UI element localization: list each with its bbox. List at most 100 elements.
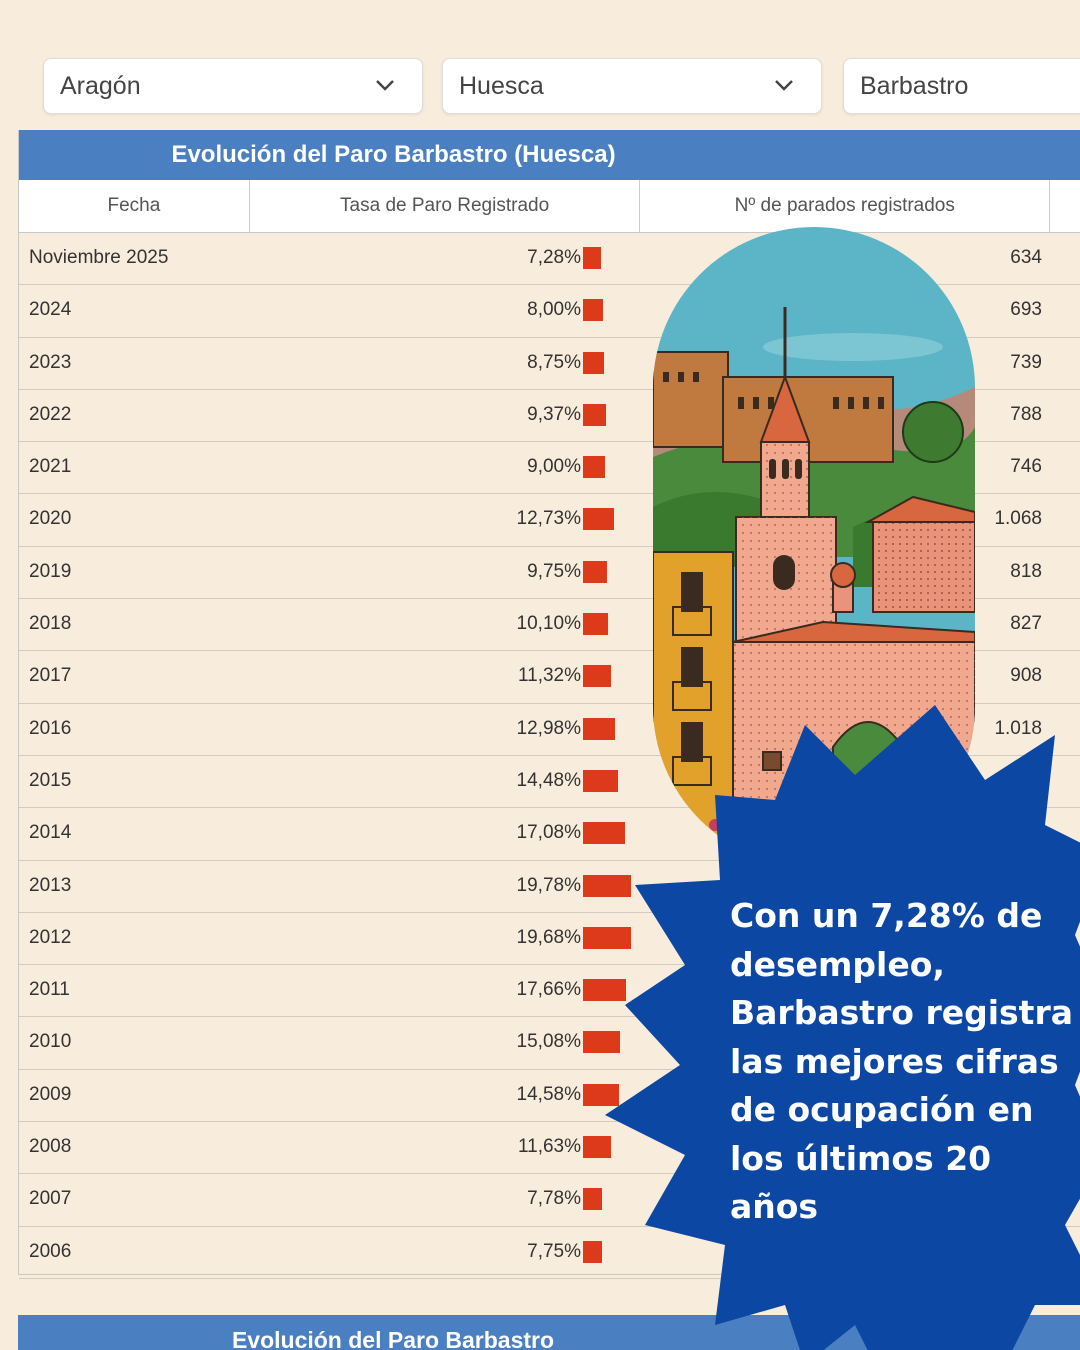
chevron-down-icon xyxy=(775,80,793,91)
row-parados: 908 xyxy=(1010,665,1042,687)
row-rate-bar xyxy=(583,717,615,740)
row-parados: 788 xyxy=(1010,403,1042,425)
row-date: 2019 xyxy=(29,560,72,582)
row-rate: 19,68% xyxy=(516,926,581,948)
row-rate-bar xyxy=(583,560,607,583)
row-rate-bar xyxy=(583,1031,620,1054)
row-rate: 9,00% xyxy=(527,456,581,478)
table-row: 2021 9,00% 746 xyxy=(19,442,1080,495)
row-rate-bar xyxy=(583,665,611,688)
row-rate: 9,37% xyxy=(527,403,581,425)
row-date: 2022 xyxy=(29,403,72,425)
row-rate-bar xyxy=(583,1188,602,1211)
row-rate-bar xyxy=(583,299,603,322)
row-rate: 15,08% xyxy=(516,1031,581,1053)
table-row: 2020 12,73% 1.068 xyxy=(19,494,1080,547)
row-date: 2014 xyxy=(29,822,72,844)
row-rate-bar xyxy=(583,613,608,636)
callout-text: Con un 7,28% de desempleo, Barbastro reg… xyxy=(730,896,1073,1226)
table-row: 2013 19,78% xyxy=(19,861,1080,913)
chevron-down-icon xyxy=(376,80,394,91)
row-parados: 739 xyxy=(1010,351,1042,373)
row-date: 2020 xyxy=(29,508,72,530)
row-rate: 11,32% xyxy=(517,665,581,687)
row-parados: 634 xyxy=(1010,247,1042,268)
row-rate-bar xyxy=(583,508,614,531)
row-parados: 1.068 xyxy=(994,508,1042,530)
province-select[interactable]: Huesca xyxy=(442,58,822,114)
row-rate: 9,75% xyxy=(527,560,581,582)
table-body: Noviembre 2025 7,28% 634 2024 8,00% 693 2023 8,… xyxy=(19,233,1080,1279)
column-header-fecha[interactable]: Fecha xyxy=(19,180,250,232)
table-row: 2023 8,75% 739 xyxy=(19,338,1080,390)
table-row: 2015 14,48% xyxy=(19,756,1080,809)
row-date: 2018 xyxy=(29,613,72,635)
table-row: 2006 7,75% xyxy=(19,1227,1080,1279)
table-row: 2008 11,63% xyxy=(19,1122,1080,1175)
row-rate-bar xyxy=(583,456,605,479)
row-date: Noviembre 2025 xyxy=(29,247,169,268)
row-rate-bar xyxy=(583,926,631,949)
row-rate-bar xyxy=(583,874,631,897)
column-header-extra xyxy=(1050,180,1080,232)
municipality-select-value: Barbastro xyxy=(860,71,969,100)
row-parados: 1.018 xyxy=(994,717,1042,739)
row-rate: 17,08% xyxy=(516,822,581,844)
municipality-select[interactable]: Barbastro xyxy=(843,58,1080,114)
table-row: 2007 7,78% xyxy=(19,1174,1080,1227)
row-rate-bar xyxy=(583,1083,619,1106)
row-rate-bar xyxy=(583,979,626,1002)
row-rate-bar xyxy=(583,247,601,269)
row-date: 2017 xyxy=(29,665,72,687)
region-select-value: Aragón xyxy=(60,71,141,100)
row-rate: 17,66% xyxy=(516,979,581,1001)
row-date: 2012 xyxy=(29,926,72,948)
row-rate: 11,63% xyxy=(517,1136,581,1158)
row-date: 2009 xyxy=(29,1083,72,1105)
row-parados: 827 xyxy=(1010,613,1042,635)
region-select[interactable]: Aragón xyxy=(43,58,423,114)
row-date: 2013 xyxy=(29,874,72,896)
row-date: 2024 xyxy=(29,299,72,321)
starburst-callout-shape xyxy=(605,705,1080,1350)
row-rate-bar xyxy=(583,403,606,426)
column-header-parados[interactable]: Nº de parados registrados xyxy=(640,180,1051,232)
table-row: 2017 11,32% 908 xyxy=(19,651,1080,704)
row-rate: 12,98% xyxy=(516,717,581,739)
row-date: 2011 xyxy=(29,979,70,1001)
row-rate-bar xyxy=(583,1136,611,1159)
row-rate: 19,78% xyxy=(516,874,581,896)
table-header: Fecha Tasa de Paro Registrado Nº de para… xyxy=(19,180,1080,233)
table-row: 2009 14,58% xyxy=(19,1070,1080,1123)
table-row: 2012 19,68% xyxy=(19,913,1080,966)
row-rate: 7,75% xyxy=(527,1240,581,1262)
table-row: 2018 10,10% 827 xyxy=(19,599,1080,652)
row-rate-bar xyxy=(583,769,618,792)
row-rate: 7,78% xyxy=(527,1188,581,1210)
row-date: 2016 xyxy=(29,717,72,739)
barbastro-illustration xyxy=(653,227,975,867)
table-row: Noviembre 2025 7,28% 634 xyxy=(19,233,1080,286)
row-rate: 14,48% xyxy=(516,769,581,791)
table-row: 2016 12,98% 1.018 xyxy=(19,704,1080,756)
row-date: 2015 xyxy=(29,769,72,791)
row-rate: 8,00% xyxy=(527,299,581,321)
row-rate-bar xyxy=(583,822,625,845)
row-date: 2007 xyxy=(29,1188,72,1210)
column-header-tasa[interactable]: Tasa de Paro Registrado xyxy=(250,180,641,232)
row-rate-bar xyxy=(583,1240,602,1263)
row-parados: 818 xyxy=(1010,560,1042,582)
row-date: 2021 xyxy=(29,456,72,478)
row-rate: 7,28% xyxy=(527,247,581,268)
row-date: 2010 xyxy=(29,1031,72,1053)
row-parados: 746 xyxy=(1010,456,1042,478)
table-row: 2022 9,37% 788 xyxy=(19,390,1080,443)
province-select-value: Huesca xyxy=(459,71,544,100)
table-row: 2024 8,00% 693 xyxy=(19,285,1080,338)
row-date: 2008 xyxy=(29,1136,72,1158)
row-rate-bar xyxy=(583,351,604,374)
row-rate: 10,10% xyxy=(516,613,581,635)
row-date: 2023 xyxy=(29,351,72,373)
row-rate: 14,58% xyxy=(516,1083,581,1105)
